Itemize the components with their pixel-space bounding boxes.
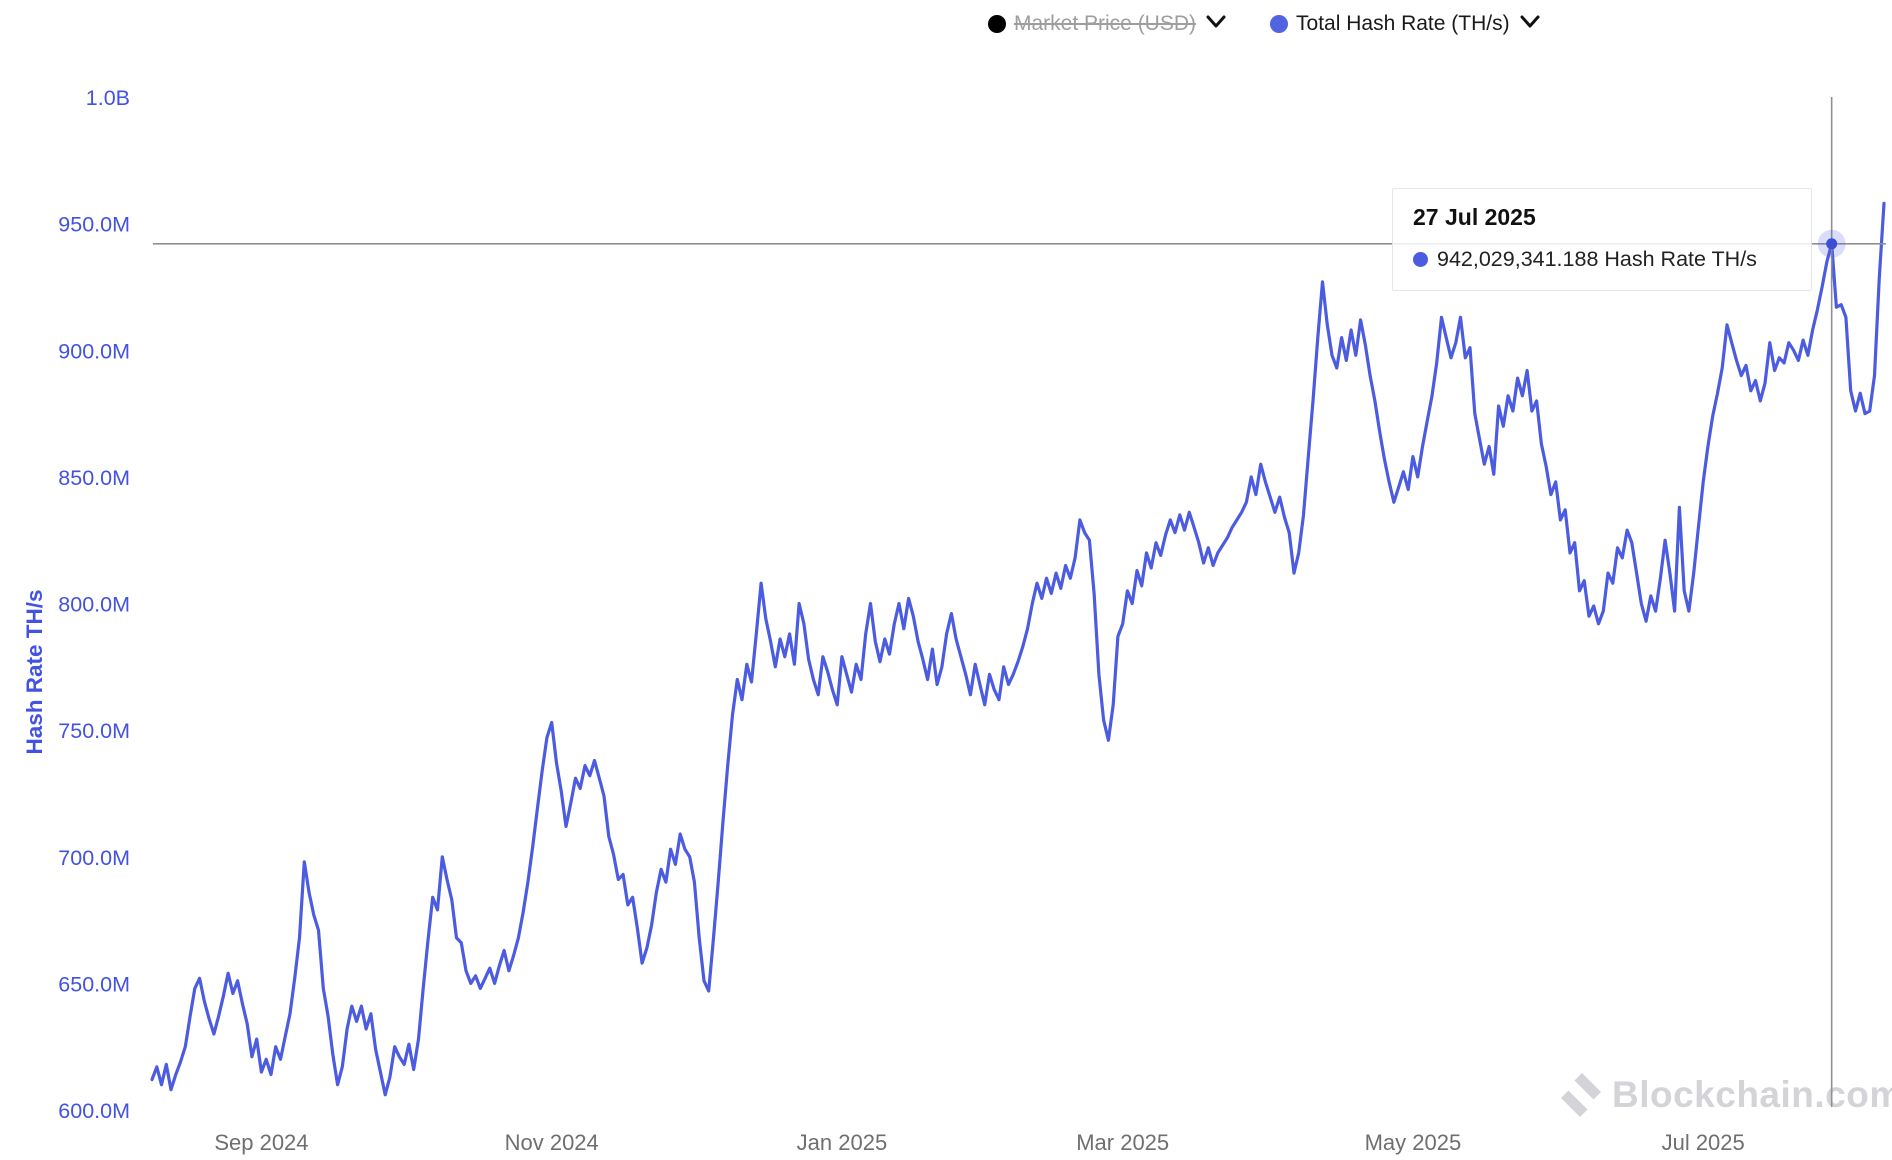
tooltip-value: 942,029,341.188 Hash Rate TH/s bbox=[1437, 247, 1757, 271]
legend-item-hash-rate[interactable]: Total Hash Rate (TH/s) bbox=[1270, 12, 1540, 36]
y-axis-tick-label: 600.0M bbox=[58, 1099, 130, 1123]
x-axis-tick-label: May 2025 bbox=[1365, 1130, 1462, 1155]
watermark-text: Blockchain.com bbox=[1612, 1074, 1892, 1115]
y-axis-tick-label: 650.0M bbox=[58, 972, 130, 996]
chart-tooltip: 27 Jul 2025 942,029,341.188 Hash Rate TH… bbox=[1392, 188, 1812, 291]
x-axis-tick-label: Jan 2025 bbox=[797, 1130, 888, 1155]
tooltip-series-row: 942,029,341.188 Hash Rate TH/s bbox=[1413, 247, 1791, 272]
hash-rate-dot-icon bbox=[1270, 15, 1289, 33]
blockchain-logo-icon bbox=[1561, 1073, 1601, 1117]
y-axis-tick-label: 1.0B bbox=[86, 86, 130, 110]
x-axis-tick-label: Sep 2024 bbox=[214, 1130, 308, 1155]
tooltip-series-dot-icon bbox=[1413, 252, 1428, 267]
y-axis-tick-label: 750.0M bbox=[58, 719, 130, 743]
chart-legend: Market Price (USD) Total Hash Rate (TH/s… bbox=[988, 12, 1540, 36]
x-axis-tick-label: Nov 2024 bbox=[505, 1130, 599, 1155]
y-axis-tick-label: 850.0M bbox=[58, 466, 130, 490]
chevron-down-icon[interactable] bbox=[1520, 15, 1540, 34]
tooltip-date: 27 Jul 2025 bbox=[1413, 204, 1536, 230]
y-axis-tick-label: 900.0M bbox=[58, 339, 130, 363]
y-axis-tick-label: 700.0M bbox=[58, 846, 130, 870]
market-price-dot-icon bbox=[988, 15, 1006, 33]
hash-rate-line-series bbox=[150, 201, 1886, 1097]
y-axis-tick-label: 950.0M bbox=[58, 213, 130, 237]
x-axis-tick-label: Mar 2025 bbox=[1076, 1130, 1169, 1155]
legend-label-market-price: Market Price (USD) bbox=[1014, 12, 1197, 35]
legend-item-market-price[interactable]: Market Price (USD) bbox=[988, 12, 1226, 36]
legend-label-hash-rate: Total Hash Rate (TH/s) bbox=[1296, 12, 1510, 35]
highlighted-point-marker[interactable] bbox=[1826, 238, 1838, 250]
blockchain-watermark: Blockchain.com bbox=[1560, 1072, 1892, 1118]
y-axis-title: Hash Rate TH/s bbox=[22, 589, 47, 754]
x-axis-tick-label: Jul 2025 bbox=[1662, 1130, 1745, 1155]
chevron-down-icon[interactable] bbox=[1206, 15, 1226, 34]
y-axis-tick-label: 800.0M bbox=[58, 593, 130, 617]
